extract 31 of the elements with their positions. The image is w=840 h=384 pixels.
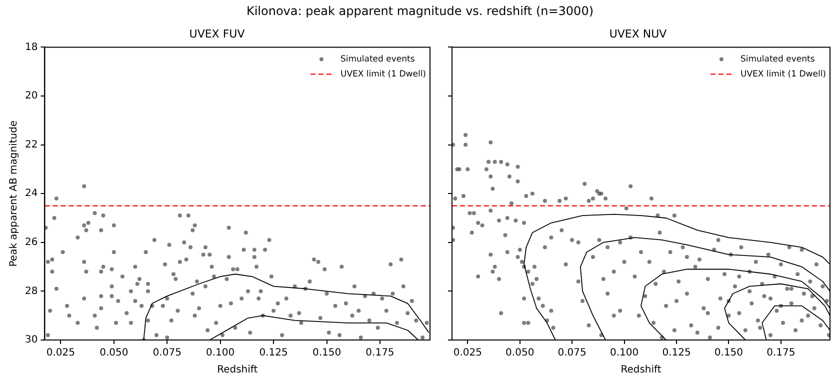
x-tick-label: 0.075 bbox=[152, 348, 182, 359]
x-tick-label: 0.100 bbox=[206, 348, 235, 359]
legend-label: Simulated events bbox=[340, 54, 416, 64]
x-axis-title: Redshift bbox=[217, 364, 258, 376]
y-tick-label: 24 bbox=[24, 188, 38, 200]
y-tick-label: 28 bbox=[24, 286, 38, 297]
x-tick-label: 0.100 bbox=[610, 348, 639, 359]
y-tick-label: 30 bbox=[24, 334, 38, 346]
x-tick-label: 0.150 bbox=[714, 348, 744, 359]
x-tick-label: 0.075 bbox=[558, 348, 586, 359]
x-tick-label: 0.175 bbox=[366, 348, 394, 359]
y-tick-label: 20 bbox=[24, 90, 38, 102]
chart-title: Kilonova: peak apparent magnitude vs. redshift (n=3000) bbox=[245, 4, 595, 18]
x-tick-label: 0.175 bbox=[766, 348, 796, 359]
x-tick-label: 0.125 bbox=[259, 348, 288, 359]
x-tick-label: 0.125 bbox=[662, 348, 691, 359]
legend-label: UVEX limit (1 Dwell) bbox=[340, 69, 426, 80]
y-tick-label: 22 bbox=[24, 139, 38, 150]
x-tick-label: 0.150 bbox=[312, 348, 342, 359]
x-tick-label: 0.025 bbox=[46, 348, 76, 359]
x-tick-label: 0.050 bbox=[100, 348, 128, 359]
x-axis-title: Redshift bbox=[620, 364, 662, 376]
legend-label: UVEX limit (1 Dwell) bbox=[740, 69, 826, 80]
chart-subtitle: UVEX NUV bbox=[609, 27, 668, 40]
legend-label: Simulated events bbox=[740, 54, 816, 64]
chart-subtitle: UVEX FUV bbox=[189, 27, 246, 40]
x-tick-label: 0.050 bbox=[506, 348, 534, 359]
y-tick-label: 26 bbox=[24, 236, 38, 248]
x-tick-label: 0.025 bbox=[453, 348, 482, 359]
y-tick-label: 18 bbox=[24, 42, 38, 53]
y-axis-title: Peak apparent AB magnitude bbox=[8, 120, 20, 267]
